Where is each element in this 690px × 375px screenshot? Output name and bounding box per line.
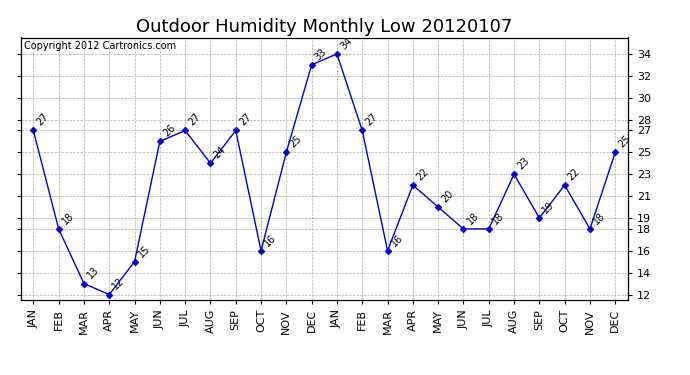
Text: 15: 15 xyxy=(136,243,152,259)
Text: 22: 22 xyxy=(566,166,582,182)
Text: Copyright 2012 Cartronics.com: Copyright 2012 Cartronics.com xyxy=(23,42,176,51)
Text: 27: 27 xyxy=(34,112,50,128)
Text: 13: 13 xyxy=(86,265,101,281)
Text: 23: 23 xyxy=(515,156,531,171)
Text: 18: 18 xyxy=(591,210,607,226)
Text: 16: 16 xyxy=(389,232,404,248)
Text: 34: 34 xyxy=(338,35,354,51)
Text: 24: 24 xyxy=(212,145,228,160)
Text: 25: 25 xyxy=(288,134,304,150)
Text: 16: 16 xyxy=(262,232,278,248)
Text: 27: 27 xyxy=(186,112,202,128)
Text: 19: 19 xyxy=(541,200,556,215)
Title: Outdoor Humidity Monthly Low 20120107: Outdoor Humidity Monthly Low 20120107 xyxy=(136,18,513,36)
Text: 12: 12 xyxy=(110,276,126,292)
Text: 26: 26 xyxy=(161,123,177,139)
Text: 25: 25 xyxy=(617,134,633,150)
Text: 22: 22 xyxy=(414,166,430,182)
Text: 18: 18 xyxy=(465,210,480,226)
Text: 33: 33 xyxy=(313,46,328,62)
Text: 18: 18 xyxy=(60,210,76,226)
Text: 20: 20 xyxy=(440,188,455,204)
Text: 27: 27 xyxy=(364,112,380,128)
Text: 18: 18 xyxy=(490,210,506,226)
Text: 27: 27 xyxy=(237,112,253,128)
